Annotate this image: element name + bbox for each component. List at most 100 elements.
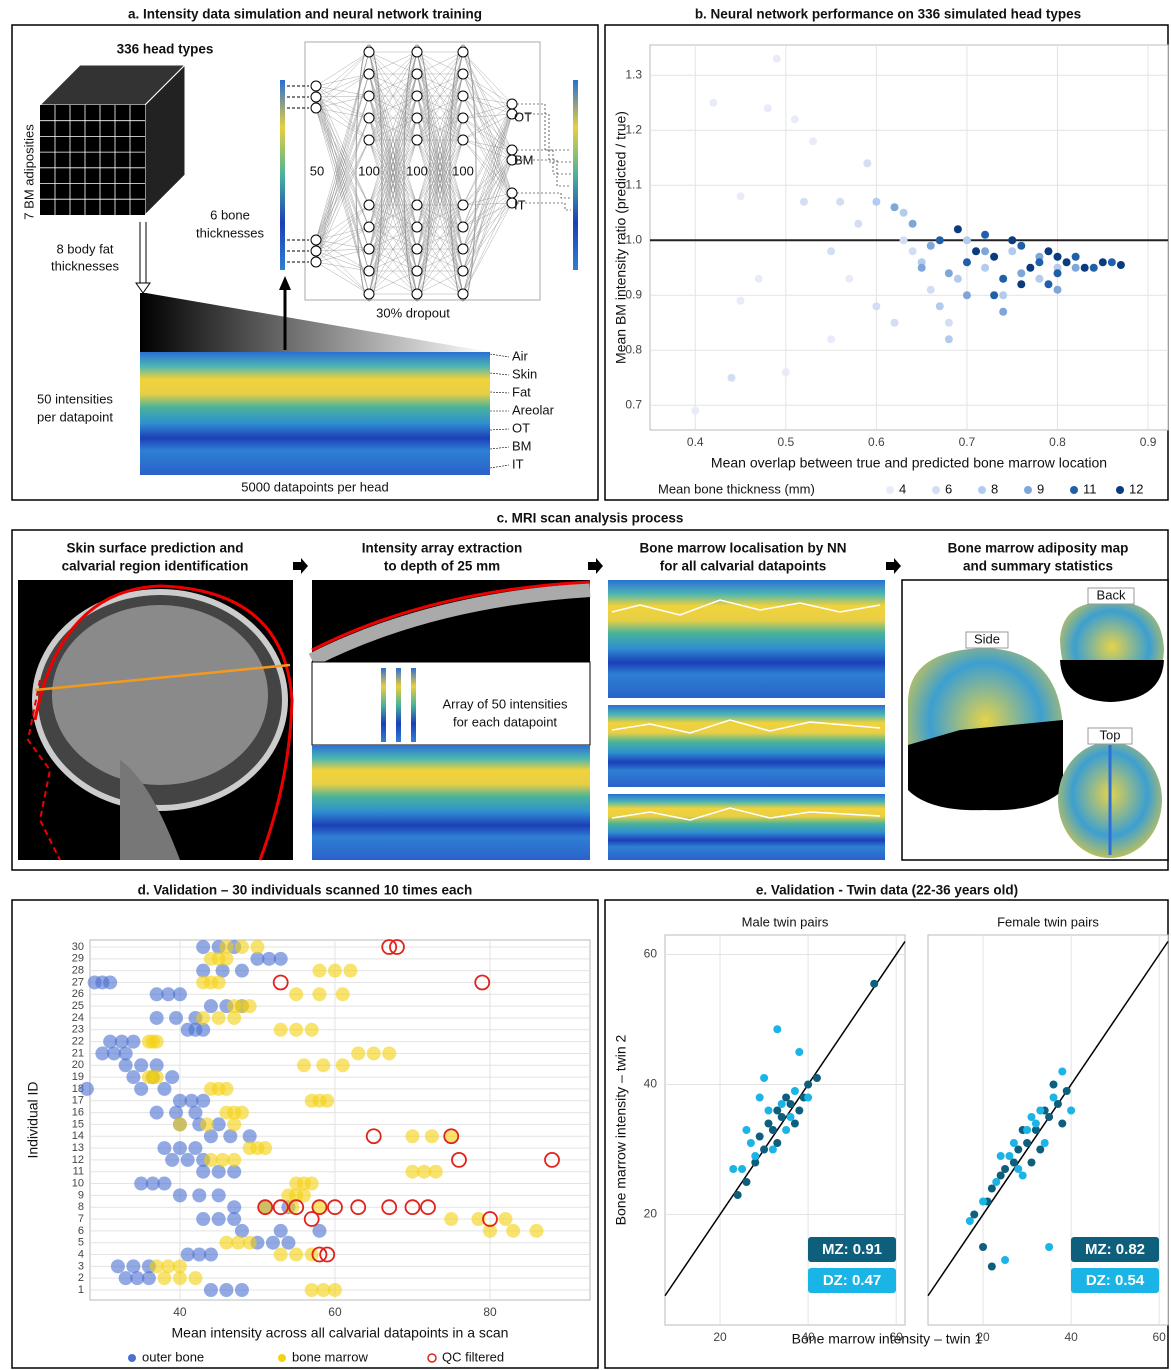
dot [181,1153,195,1167]
point [773,1107,781,1115]
point [970,1211,978,1219]
point [999,308,1007,316]
point [782,1126,790,1134]
y-tick-label: 13 [72,1142,84,1154]
output-label: BM [514,152,534,167]
dot [312,964,326,978]
point [809,137,817,145]
dot [289,1023,303,1037]
point [927,242,935,250]
point [988,1185,996,1193]
point [737,297,745,305]
point [1005,1152,1013,1160]
point [778,1100,786,1108]
y-tick-label: 2 [78,1272,84,1284]
y-tick-label: 30 [72,941,84,953]
point [1019,1172,1027,1180]
tissue-pointer [490,392,509,393]
point [927,286,935,294]
dot [204,1248,218,1262]
dot [289,1248,303,1262]
point [795,1048,803,1056]
legend-marker [886,486,894,494]
panel-title: d. Validation – 30 individuals scanned 1… [138,883,473,898]
x-tick-label: 0.9 [1140,435,1157,449]
nn-node [412,266,422,276]
tissue-label: Areolar [512,402,555,417]
point [791,115,799,123]
point [742,1178,750,1186]
dot [227,1200,241,1214]
tissue-pointer [490,429,509,430]
dot [80,1082,94,1096]
point [755,275,763,283]
point [764,104,772,112]
facet-title: Male twin pairs [742,914,829,929]
dot [289,987,303,1001]
point [1054,269,1062,277]
point [988,1263,996,1271]
point [945,319,953,327]
x-axis-label: Bone marrow intensity – twin 1 [792,1331,983,1347]
dot [297,1058,311,1072]
point [936,236,944,244]
dot [126,1070,140,1084]
x-axis-label: Mean intensity across all calvarial data… [172,1325,509,1341]
point [990,253,998,261]
point [900,236,908,244]
y-tick-label: 8 [78,1201,84,1213]
dot [212,975,226,989]
y-tick-label: 12 [72,1154,84,1166]
y-tick-label: 19 [72,1071,84,1083]
dot [150,1070,164,1084]
dot [173,1117,187,1131]
y-tick-label: 10 [72,1177,84,1189]
point [963,236,971,244]
dot [336,987,350,1001]
output-label: OT [514,109,532,124]
dot [274,1224,288,1238]
dot [126,1259,140,1273]
point [872,302,880,310]
dot [305,1177,319,1191]
point [804,1081,812,1089]
nn-node [412,289,422,299]
point [1027,1113,1035,1121]
point [999,291,1007,299]
dot [216,964,230,978]
nn-node [364,113,374,123]
input-bar [280,80,285,270]
nn-node [364,244,374,254]
dot [204,1129,218,1143]
dot [219,1082,233,1096]
point [1036,1146,1044,1154]
point [936,302,944,310]
point [999,275,1007,283]
step-title: for all calvarial datapoints [660,559,827,574]
legend-label: 6 [945,481,952,496]
nn-node [364,135,374,145]
dot [204,1283,218,1297]
point [800,198,808,206]
dot [212,1188,226,1202]
legend-label: 9 [1037,481,1044,496]
tissue-label: Fat [512,384,531,399]
dot [425,1129,439,1143]
stat-label: DZ: 0.54 [1086,1272,1145,1289]
legend-marker [932,486,940,494]
x-tick-label: 20 [713,1330,727,1344]
tissue-label: Skin [512,366,537,381]
dot [499,1212,513,1226]
x-tick-label: 0.5 [777,435,794,449]
nn-node [311,235,321,245]
point [1050,1081,1058,1089]
nn-node [458,47,468,57]
dot [320,1094,334,1108]
nn-node [458,200,468,210]
dot [250,940,264,954]
y-tick-label: 4 [78,1248,84,1260]
point [751,1152,759,1160]
dot [196,1094,210,1108]
legend-marker [1024,486,1032,494]
tissue-pointer [490,447,509,449]
